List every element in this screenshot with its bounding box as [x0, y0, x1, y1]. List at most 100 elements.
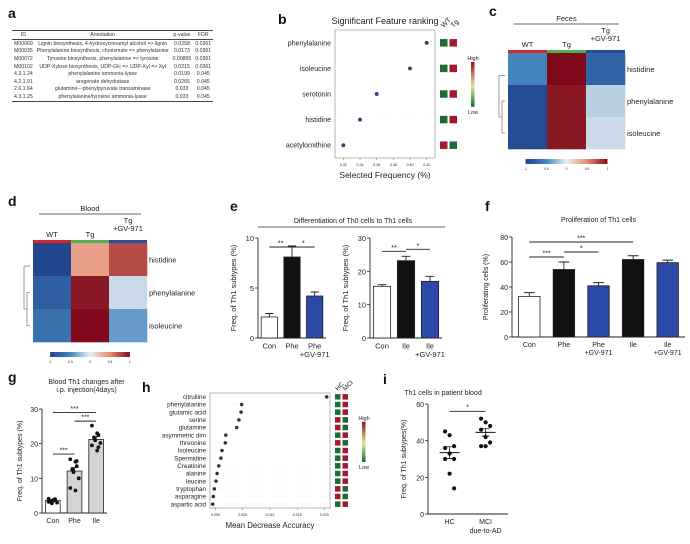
cell-pvalue: 0.033: [175, 86, 189, 93]
data-point: [223, 441, 228, 445]
category-label: tryptophan: [176, 486, 206, 493]
data-point: [90, 443, 94, 448]
data-point: [74, 464, 79, 469]
x-tick-label: 0.010: [266, 513, 275, 517]
cell-pvalue: 0.0258: [173, 40, 190, 47]
bar: [552, 269, 576, 338]
bar: [621, 259, 645, 338]
enrichment-table: ID Annotation p-value FDR M00069 Lignin b…: [12, 30, 214, 102]
cell-annotation: phenylalanine ammonia-lyase: [68, 71, 137, 78]
chart-title-line: i.p. injection(4days): [56, 387, 116, 394]
table-row: 4.3.1.25 phenylalanine/tyrosine ammonia-l…: [12, 93, 214, 102]
cell-fdr: 0.045: [196, 78, 210, 85]
cell-pvalue: 0.0173: [173, 48, 190, 55]
cell-fdr: 0.0361: [195, 48, 212, 55]
chart-group-title: Differentiation of Th0 cells to Th1 cell…: [294, 218, 413, 225]
x-tick-label-line: MCI: [479, 519, 492, 526]
error-bar: [401, 255, 411, 261]
panel-letter-g: g: [8, 369, 17, 385]
cell-annotation: Lignin biosynthesis, 4-hydroxycinnamyl a…: [38, 40, 168, 47]
y-tick-label: 60: [500, 260, 508, 267]
strip-cell-high: [342, 455, 348, 461]
col-header-fdr: FDR: [193, 30, 214, 40]
cell-id: M00072: [14, 55, 33, 62]
data-point: [234, 425, 239, 430]
x-tick-label: 0.015: [293, 513, 302, 517]
y-axis-label: Freq. of Th1 subtypes (%): [341, 244, 350, 331]
x-tick-label-line: Ile: [426, 342, 434, 351]
strip-cell-low: [342, 424, 348, 431]
data-point: [224, 433, 228, 437]
category-label: asymmetric dim: [162, 432, 206, 439]
strip-cell-high: [440, 141, 448, 149]
cell-fdr: 0.045: [196, 71, 210, 78]
panel-letter-f: f: [485, 198, 490, 214]
data-point: [73, 488, 78, 493]
data-point: [93, 438, 98, 443]
data-point: [479, 444, 484, 449]
strip-column-label: HC: [334, 381, 346, 393]
error-bar: [310, 291, 319, 296]
data-point: [210, 502, 215, 506]
strip-cell-low: [440, 39, 448, 47]
table-row: 2.6.1.64 glutamine---phenylpyruvate trans…: [12, 86, 213, 94]
legend-low-label: Low: [468, 110, 478, 116]
y-axis-label: Freq. of Th1 subtypes(%): [401, 420, 408, 499]
data-point: [51, 498, 56, 503]
strip-cell-low: [342, 440, 348, 446]
data-point: [374, 92, 379, 96]
cell-pvalue: 0.00865: [172, 55, 192, 62]
cell-annotation: Tyrosine biosynthesis, phenylalanine => …: [46, 55, 159, 62]
table-row: M00102 UDP-Xylose biosynthesis, UDP-Glc =…: [12, 63, 213, 71]
heatmap-cell: [547, 85, 587, 118]
y-axis-label: Freq. of Th1 subtypes (%): [229, 244, 238, 331]
y-axis-label: Freq. of Th1 subtypes (%): [17, 421, 24, 502]
data-point: [358, 117, 362, 122]
column-label-line: +GV-971: [591, 34, 621, 43]
strip-cell-low: [335, 501, 341, 507]
cell-pvalue: 0.0199: [173, 71, 190, 78]
data-point: [488, 440, 493, 445]
x-tick-label-line: +GV-971: [415, 350, 445, 359]
x-tick-label: 0.34: [357, 163, 364, 167]
strip-cell-high: [342, 478, 348, 484]
strip-cell-low: [449, 141, 457, 149]
x-tick-label: Phe: [558, 342, 571, 349]
column-annotation-bar: [508, 50, 547, 53]
column-label-line: Tg: [601, 26, 610, 35]
heatmap-cell: [109, 243, 148, 277]
dendrogram: [23, 265, 30, 326]
y-tick-label: 30: [358, 234, 366, 243]
significance-label: ***: [70, 406, 78, 413]
error-bar: [662, 259, 674, 263]
cell-pvalue: 0.033: [170, 93, 194, 102]
bar: [420, 280, 440, 339]
x-tick-label: Con: [262, 342, 276, 351]
x-tick-label: 0.000: [211, 513, 220, 517]
heatmap-cell: [586, 117, 626, 150]
panel-letter-b: b: [278, 11, 287, 27]
y-tick-label: 60: [416, 402, 424, 409]
dendrogram: [498, 75, 505, 134]
data-point: [220, 448, 224, 453]
row-label: histidine: [149, 256, 177, 265]
chart-title: Proliferation of Th1 cells: [561, 217, 636, 224]
bar: [306, 295, 324, 339]
category-label: serine: [189, 417, 207, 424]
cell-fdr: 0.045: [193, 93, 214, 102]
x-tick-label: Con: [375, 342, 389, 351]
table-row: M00035 Phenylalanine biosynthesis, choris…: [12, 48, 213, 56]
x-tick-label-line: Phe: [308, 342, 321, 351]
x-tick-label: 0.36: [373, 163, 380, 167]
column-label: Tg +GV-971: [591, 26, 621, 43]
x-tick-label: Phe +GV-971: [585, 342, 613, 357]
bar: [372, 285, 392, 339]
significance-label: ***: [577, 236, 585, 243]
error-bar: [523, 292, 535, 297]
data-point: [76, 476, 81, 481]
bar: [396, 260, 416, 339]
cell-id: M00035: [14, 48, 33, 55]
y-tick-label: 10: [246, 234, 254, 243]
